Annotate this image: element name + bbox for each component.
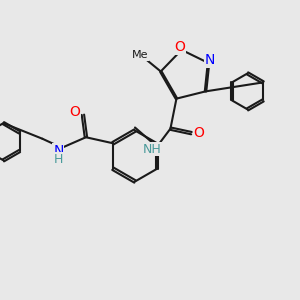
Text: Me: Me [131,50,148,60]
Text: H: H [54,153,63,166]
Text: O: O [69,105,80,119]
Text: N: N [53,144,64,158]
Text: O: O [194,126,204,140]
Text: O: O [175,40,185,54]
Text: N: N [205,53,215,67]
Text: NH: NH [143,142,162,155]
